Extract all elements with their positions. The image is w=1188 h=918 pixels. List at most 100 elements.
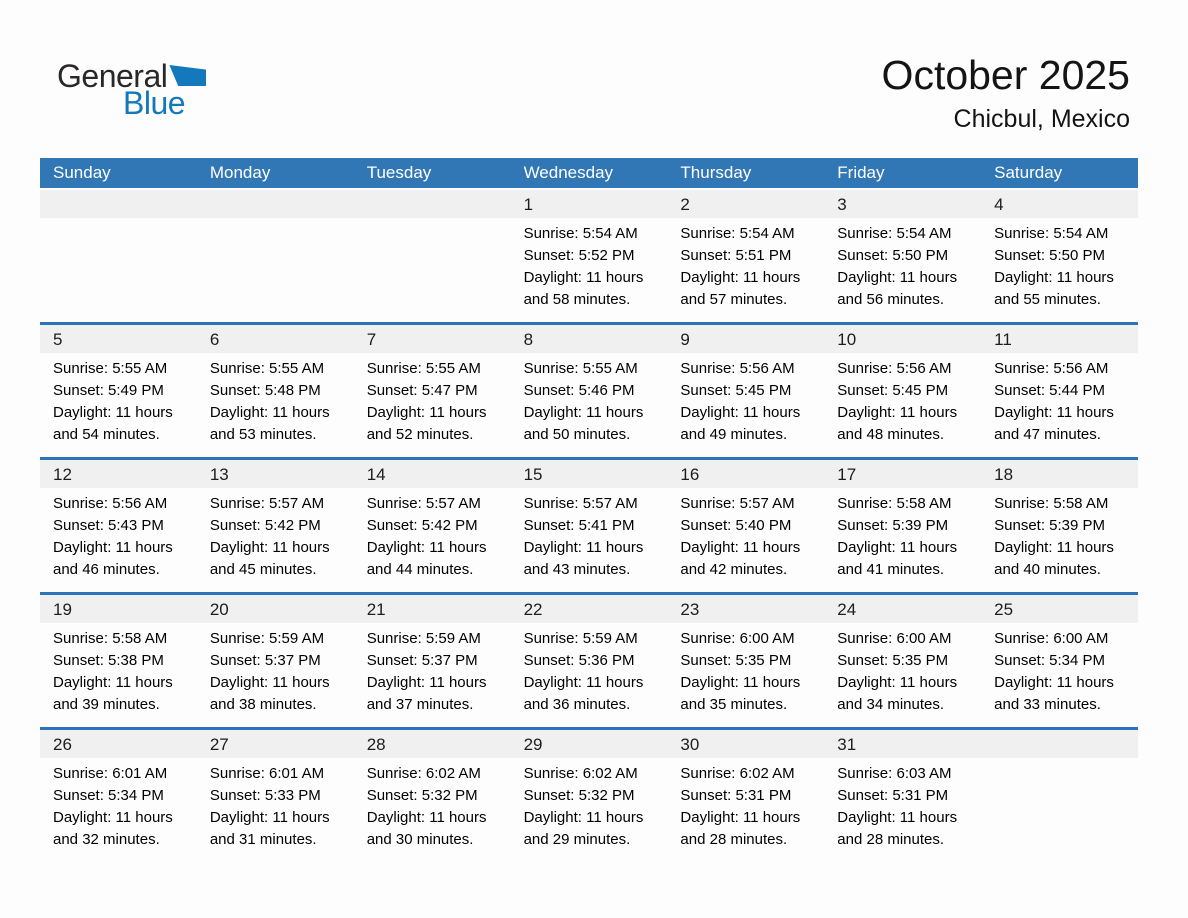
day-number: 22 <box>510 595 668 623</box>
sunrise-text: Sunrise: 5:58 AM <box>837 495 952 512</box>
day-details: Sunrise: 5:54 AM Sunset: 5:50 PM Daylight:… <box>824 218 981 322</box>
calendar-day-cell: 22 Sunrise: 5:59 AM Sunset: 5:36 PM Dayligh… <box>510 595 668 727</box>
daylight-hours-text: Daylight: 11 hours <box>837 809 958 826</box>
day-details: Sunrise: 6:00 AM Sunset: 5:35 PM Daylight:… <box>824 623 981 727</box>
daylight-hours-text: Daylight: 11 hours <box>366 404 487 421</box>
calendar-day-cell: 30 Sunrise: 6:02 AM Sunset: 5:31 PM Dayligh… <box>667 730 825 862</box>
day-details: Sunrise: 5:56 AM Sunset: 5:44 PM Daylight:… <box>981 353 1138 457</box>
sunrise-text: Sunrise: 6:00 AM <box>837 630 952 647</box>
sunset-text: Sunset: 5:44 PM <box>994 382 1106 399</box>
sunset-text: Sunset: 5:41 PM <box>523 517 635 534</box>
sunrise-text: Sunrise: 5:59 AM <box>366 630 481 647</box>
calendar-day-cell: 17 Sunrise: 5:58 AM Sunset: 5:39 PM Dayligh… <box>824 460 982 592</box>
day-number: 4 <box>981 190 1138 218</box>
calendar-empty-cell <box>353 190 511 322</box>
day-details: Sunrise: 5:55 AM Sunset: 5:49 PM Daylight:… <box>40 353 197 457</box>
day-details: Sunrise: 5:54 AM Sunset: 5:52 PM Daylight:… <box>511 218 668 322</box>
sunset-text: Sunset: 5:35 PM <box>680 652 792 669</box>
sunrise-text: Sunrise: 5:56 AM <box>680 360 795 377</box>
sunset-text: Sunset: 5:43 PM <box>53 517 164 534</box>
daylight-minutes-text: and 28 minutes. <box>837 831 945 848</box>
month-title: October 2025 <box>881 52 1130 98</box>
day-number: 31 <box>824 730 982 758</box>
daylight-minutes-text: and 33 minutes. <box>994 696 1101 713</box>
day-number <box>981 730 1138 758</box>
sunrise-text: Sunrise: 5:54 AM <box>523 225 638 242</box>
calendar-day-cell: 5 Sunrise: 5:55 AM Sunset: 5:49 PM Daylight… <box>40 325 197 457</box>
daylight-hours-text: Daylight: 11 hours <box>837 539 958 556</box>
sunrise-text: Sunrise: 5:56 AM <box>837 360 952 377</box>
day-number: 9 <box>667 325 825 353</box>
sunset-text: Sunset: 5:51 PM <box>680 247 792 264</box>
sunset-text: Sunset: 5:37 PM <box>209 652 321 669</box>
calendar-day-cell: 14 Sunrise: 5:57 AM Sunset: 5:42 PM Dayligh… <box>353 460 511 592</box>
day-details: Sunrise: 6:02 AM Sunset: 5:31 PM Daylight:… <box>667 758 824 862</box>
daylight-hours-text: Daylight: 11 hours <box>209 539 330 556</box>
sunrise-text: Sunrise: 6:02 AM <box>680 765 795 782</box>
day-details: Sunrise: 6:02 AM Sunset: 5:32 PM Daylight:… <box>511 758 668 862</box>
day-details: Sunrise: 5:57 AM Sunset: 5:42 PM Daylight:… <box>197 488 354 592</box>
day-details: Sunrise: 6:00 AM Sunset: 5:35 PM Daylight:… <box>667 623 824 727</box>
day-number: 19 <box>40 595 197 623</box>
daylight-minutes-text: and 52 minutes. <box>366 426 474 443</box>
daylight-minutes-text: and 57 minutes. <box>680 291 788 308</box>
daylight-hours-text: Daylight: 11 hours <box>837 404 958 421</box>
daylight-hours-text: Daylight: 11 hours <box>680 539 801 556</box>
daylight-minutes-text: and 43 minutes. <box>523 561 631 578</box>
daylight-hours-text: Daylight: 11 hours <box>366 674 487 691</box>
sunset-text: Sunset: 5:39 PM <box>994 517 1106 534</box>
weeks-container: 1 Sunrise: 5:54 AM Sunset: 5:52 PM Daylight… <box>40 190 1138 862</box>
day-number: 18 <box>981 460 1138 488</box>
day-number <box>196 190 354 218</box>
sunset-text: Sunset: 5:49 PM <box>53 382 164 399</box>
sunrise-text: Sunrise: 5:54 AM <box>837 225 952 242</box>
daylight-minutes-text: and 42 minutes. <box>680 561 788 578</box>
daylight-minutes-text: and 47 minutes. <box>994 426 1101 443</box>
sunrise-text: Sunrise: 5:57 AM <box>209 495 325 512</box>
day-number: 12 <box>40 460 197 488</box>
daylight-minutes-text: and 53 minutes. <box>209 426 317 443</box>
daylight-hours-text: Daylight: 11 hours <box>523 539 644 556</box>
sunrise-text: Sunrise: 6:02 AM <box>523 765 638 782</box>
sunset-text: Sunset: 5:38 PM <box>53 652 164 669</box>
sunset-text: Sunset: 5:47 PM <box>366 382 478 399</box>
day-details: Sunrise: 5:55 AM Sunset: 5:47 PM Daylight:… <box>354 353 511 457</box>
day-number <box>40 190 197 218</box>
daylight-hours-text: Daylight: 11 hours <box>53 674 173 691</box>
daylight-hours-text: Daylight: 11 hours <box>523 404 644 421</box>
daylight-minutes-text: and 35 minutes. <box>680 696 788 713</box>
day-details: Sunrise: 5:57 AM Sunset: 5:40 PM Daylight:… <box>667 488 824 592</box>
sunrise-text: Sunrise: 6:01 AM <box>209 765 325 782</box>
daylight-minutes-text: and 49 minutes. <box>680 426 788 443</box>
daylight-minutes-text: and 32 minutes. <box>53 831 160 848</box>
sunset-text: Sunset: 5:35 PM <box>837 652 949 669</box>
calendar-day-cell: 25 Sunrise: 6:00 AM Sunset: 5:34 PM Dayligh… <box>981 595 1138 727</box>
sunrise-text: Sunrise: 5:55 AM <box>53 360 168 377</box>
day-details: Sunrise: 5:57 AM Sunset: 5:42 PM Daylight:… <box>354 488 511 592</box>
day-number: 29 <box>510 730 668 758</box>
daylight-minutes-text: and 40 minutes. <box>994 561 1101 578</box>
day-number: 1 <box>510 190 668 218</box>
calendar-day-cell: 12 Sunrise: 5:56 AM Sunset: 5:43 PM Dayligh… <box>40 460 197 592</box>
day-number: 5 <box>40 325 197 353</box>
daylight-minutes-text: and 38 minutes. <box>209 696 317 713</box>
daylight-hours-text: Daylight: 11 hours <box>366 809 487 826</box>
sunset-text: Sunset: 5:34 PM <box>994 652 1106 669</box>
day-details: Sunrise: 5:57 AM Sunset: 5:41 PM Daylight:… <box>511 488 668 592</box>
day-number: 2 <box>667 190 825 218</box>
daylight-hours-text: Daylight: 11 hours <box>837 269 958 286</box>
calendar-day-cell: 13 Sunrise: 5:57 AM Sunset: 5:42 PM Dayligh… <box>196 460 354 592</box>
location-subtitle: Chicbul, Mexico <box>953 105 1130 133</box>
day-details: Sunrise: 5:58 AM Sunset: 5:39 PM Daylight:… <box>981 488 1138 592</box>
weekday-header-saturday: Saturday <box>994 163 1063 182</box>
calendar-day-cell: 28 Sunrise: 6:02 AM Sunset: 5:32 PM Dayligh… <box>353 730 511 862</box>
daylight-hours-text: Daylight: 11 hours <box>523 674 644 691</box>
daylight-hours-text: Daylight: 11 hours <box>994 269 1114 286</box>
daylight-minutes-text: and 50 minutes. <box>523 426 631 443</box>
calendar-day-cell: 6 Sunrise: 5:55 AM Sunset: 5:48 PM Daylight… <box>196 325 354 457</box>
sunrise-text: Sunrise: 5:56 AM <box>53 495 168 512</box>
daylight-hours-text: Daylight: 11 hours <box>680 809 801 826</box>
calendar-day-cell: 26 Sunrise: 6:01 AM Sunset: 5:34 PM Dayligh… <box>40 730 197 862</box>
sunset-text: Sunset: 5:40 PM <box>680 517 792 534</box>
calendar-day-cell: 11 Sunrise: 5:56 AM Sunset: 5:44 PM Dayligh… <box>981 325 1138 457</box>
